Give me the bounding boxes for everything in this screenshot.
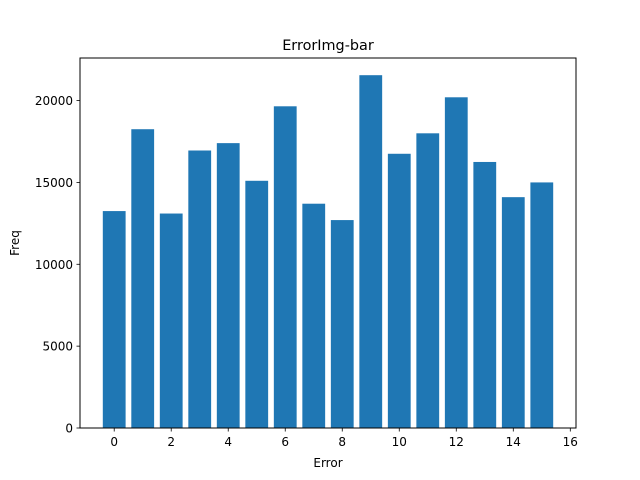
bar-13 — [473, 161, 497, 428]
y-axis-label: Freq — [8, 230, 22, 256]
bar-6 — [273, 106, 297, 429]
x-tick-label: 6 — [281, 435, 289, 449]
bar-7 — [302, 203, 326, 428]
bar-2 — [159, 213, 183, 428]
x-tick-label: 8 — [338, 435, 346, 449]
y-tick-label: 15000 — [35, 176, 73, 190]
bar-10 — [387, 153, 411, 428]
bar-14 — [501, 197, 525, 428]
chart-title: ErrorImg-bar — [282, 38, 374, 54]
x-tick-label: 12 — [449, 435, 464, 449]
bar-3 — [188, 150, 212, 428]
y-tick-label: 5000 — [42, 340, 73, 354]
x-tick-label: 4 — [224, 435, 232, 449]
y-axis-ticks: 0 5000 10000 15000 20000 — [35, 94, 80, 436]
x-tick-label: 14 — [506, 435, 521, 449]
bars-group — [102, 75, 554, 429]
plot-frame — [79, 57, 577, 429]
bar-5 — [245, 180, 269, 428]
x-tick-label: 16 — [563, 435, 578, 449]
bar-9 — [359, 75, 383, 429]
bar-8 — [330, 220, 354, 428]
bar-1 — [131, 129, 155, 429]
bar-4 — [216, 143, 240, 428]
bar-15 — [530, 182, 554, 428]
bar-0 — [102, 211, 126, 428]
x-tick-label: 0 — [110, 435, 118, 449]
bar-12 — [444, 97, 468, 428]
x-axis-label: Error — [313, 456, 342, 470]
bar-11 — [416, 133, 440, 428]
y-tick-label: 20000 — [35, 94, 73, 108]
y-tick-label: 0 — [65, 422, 73, 436]
y-tick-label: 10000 — [35, 258, 73, 272]
x-tick-label: 10 — [392, 435, 407, 449]
x-tick-label: 2 — [167, 435, 175, 449]
x-axis-ticks: 0 2 4 6 8 10 12 14 16 — [110, 428, 578, 449]
